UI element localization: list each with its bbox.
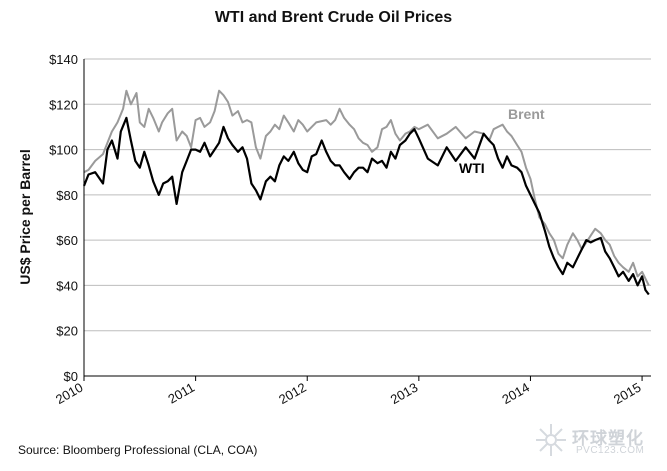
y-tick-label: $120 [49, 97, 78, 112]
series-label-brent: Brent [508, 106, 545, 122]
x-tick-label: 2011 [165, 380, 197, 407]
y-tick-label: $80 [56, 188, 78, 203]
oil-price-chart: US$ Price per Barrel $0 $20 $40 $60 $80 $100 $… [17, 52, 651, 407]
flower-logo-icon [536, 424, 566, 456]
watermark: 环球塑化 PVC123.COM [532, 418, 662, 464]
watermark-url: PVC123.COM [576, 445, 645, 456]
x-tick-label: 2015 [611, 380, 644, 407]
source-note: Source: Bloomberg Professional (CLA, COA… [18, 443, 258, 457]
y-tick-label: $140 [49, 52, 78, 67]
y-axis-label: US$ Price per Barrel [17, 149, 33, 284]
y-tick-label: $20 [56, 324, 78, 339]
y-tick-label: $40 [56, 278, 78, 293]
watermark-chinese-text: 环球塑化 [572, 429, 644, 448]
series-line-brent [83, 89, 650, 286]
x-tick-label: 2013 [388, 380, 421, 407]
x-tick-label: 2014 [499, 380, 532, 407]
y-tick-label: $0 [64, 369, 78, 384]
chart-title: WTI and Brent Crude Oil Prices [214, 9, 453, 26]
series-line-wti [82, 116, 650, 296]
series-label-wti: WTI [459, 160, 485, 176]
y-tick-label: $60 [56, 233, 78, 248]
x-tick-label: 2012 [276, 380, 309, 407]
y-tick-label: $100 [49, 143, 78, 158]
x-tick-label: 2010 [53, 380, 86, 407]
